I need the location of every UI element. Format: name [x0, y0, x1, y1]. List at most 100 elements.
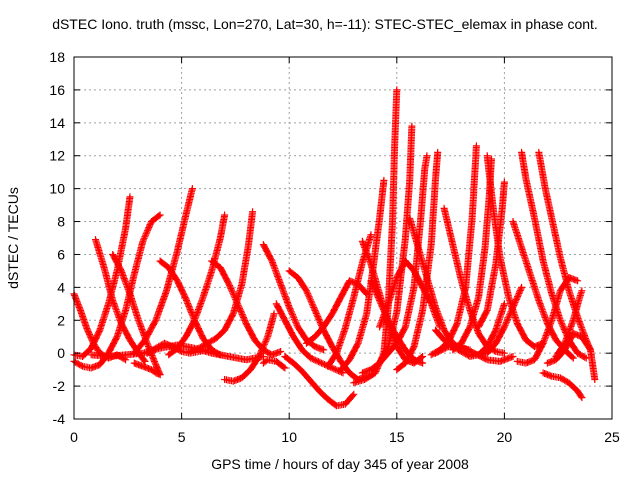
series-segment — [539, 318, 555, 347]
series-segment — [307, 377, 322, 394]
y-tick-label: 16 — [49, 82, 65, 98]
series-segment — [539, 257, 555, 296]
series-segment — [410, 267, 426, 290]
series-segment — [148, 212, 163, 225]
series-segment — [481, 193, 493, 252]
series-40 — [539, 369, 586, 402]
series-segment — [298, 346, 313, 361]
data-point — [500, 178, 508, 186]
data-point — [270, 310, 278, 318]
series-segment — [509, 285, 525, 311]
series-segment — [346, 341, 361, 364]
series-segment — [315, 387, 331, 402]
series-segment — [440, 204, 456, 247]
series-segment — [307, 354, 324, 366]
data-point — [380, 176, 388, 184]
series-segment — [221, 311, 236, 334]
series-segment — [117, 267, 133, 296]
series-segment — [401, 285, 418, 331]
series-segment — [535, 148, 549, 191]
series-segment — [141, 318, 159, 344]
series-44 — [87, 341, 267, 364]
series-segment — [427, 176, 439, 249]
series-segment — [468, 144, 480, 222]
data-point — [500, 349, 508, 357]
series-segment — [384, 275, 400, 308]
y-tick-label: 14 — [49, 115, 65, 131]
series-segment — [290, 333, 305, 353]
x-tick-label: 25 — [604, 429, 620, 445]
series-segment — [457, 343, 477, 356]
series-segment — [259, 241, 275, 264]
series-segment — [285, 267, 301, 281]
series-5 — [130, 359, 164, 379]
series-segment — [406, 124, 416, 184]
series-segment — [432, 326, 447, 343]
series-segment — [526, 270, 542, 303]
data-point — [419, 353, 427, 360]
series-segment — [333, 326, 349, 357]
y-tick-label: 18 — [49, 49, 65, 65]
series-segment — [492, 324, 508, 347]
series-segment — [410, 308, 426, 351]
series-segment — [367, 360, 382, 374]
series-19 — [324, 231, 375, 370]
series-segment — [87, 328, 103, 352]
series-segment — [496, 254, 512, 300]
series-segment — [576, 288, 585, 301]
data-point — [320, 346, 328, 354]
series-segment — [244, 209, 256, 250]
series-segment — [298, 367, 314, 384]
series-segment — [341, 295, 357, 332]
series-segment — [264, 311, 278, 341]
data-point — [156, 371, 164, 379]
x-tick-label: 10 — [281, 429, 297, 445]
y-tick-label: 6 — [57, 246, 65, 262]
ticks-layer: 0 5 10 15 20 25 -4 -2 0 2 4 6 8 10 12 14 16 18 — [49, 49, 620, 445]
series-segment — [259, 357, 270, 367]
series-segment — [531, 341, 546, 364]
series-segment — [122, 194, 134, 232]
data-point — [221, 211, 229, 219]
plot-frame — [73, 56, 613, 420]
y-tick-label: 2 — [57, 312, 65, 328]
series-segment — [432, 303, 448, 333]
series-segment — [302, 287, 318, 313]
series-segment — [100, 264, 116, 303]
series-segment — [324, 351, 340, 370]
series-segment — [367, 277, 383, 303]
series-segment — [556, 374, 571, 386]
series-segment — [182, 318, 198, 341]
series-segment — [522, 175, 538, 221]
series-segment — [561, 331, 576, 354]
y-tick-label: -2 — [53, 378, 66, 394]
series-segment — [500, 305, 516, 331]
series-segment — [417, 167, 429, 225]
data-point — [393, 86, 401, 94]
series-3 — [92, 236, 149, 365]
series-segment — [92, 236, 108, 270]
series-segment — [156, 257, 171, 271]
series-segment — [535, 297, 551, 326]
series-segment — [285, 303, 301, 329]
series-segment — [423, 274, 439, 310]
data-point — [591, 376, 599, 383]
series-segment — [294, 274, 310, 293]
series-segment — [225, 280, 241, 306]
data-point — [578, 287, 586, 295]
series-segment — [208, 257, 223, 271]
data-point — [578, 394, 586, 402]
series-segment — [238, 244, 252, 288]
series-segment — [268, 257, 284, 286]
series-segment — [242, 320, 258, 343]
series-segment — [328, 295, 344, 318]
x-tick-label: 15 — [389, 429, 405, 445]
series-segment — [117, 320, 133, 343]
series-segment — [587, 346, 599, 382]
series-segment — [393, 360, 408, 374]
series-segment — [216, 264, 232, 287]
series-segment — [556, 275, 572, 295]
series-segment — [376, 301, 392, 331]
series-segment — [337, 357, 352, 374]
